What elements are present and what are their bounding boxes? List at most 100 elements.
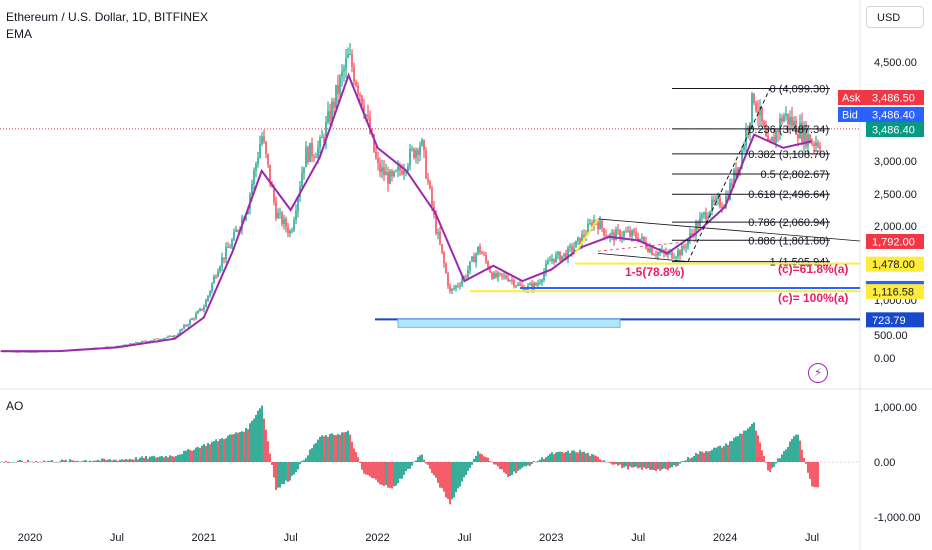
- ao-bar: [359, 462, 361, 464]
- ao-bar: [541, 457, 543, 462]
- ao-bar: [211, 441, 213, 462]
- price-tag-bg: [866, 312, 924, 328]
- candle-body: [157, 338, 159, 340]
- candle-body: [767, 135, 769, 141]
- ao-bar: [533, 460, 535, 462]
- candle-body: [391, 171, 393, 177]
- ao-bar: [595, 455, 597, 462]
- candle-body: [33, 351, 35, 353]
- candle-body: [465, 276, 467, 278]
- ao-bar: [79, 461, 81, 463]
- ao-bar: [711, 449, 713, 462]
- candle-body: [283, 218, 285, 225]
- ao-bar: [615, 462, 617, 465]
- candle-body: [221, 257, 223, 267]
- fib-level-label: 0.786 (2,060.94): [748, 217, 829, 229]
- ao-bar: [321, 435, 323, 462]
- ao-bar: [277, 462, 279, 488]
- fib-level-label: 1 (1,505.94): [770, 257, 829, 269]
- candle-body: [779, 118, 781, 133]
- candle-body: [697, 222, 699, 227]
- ao-bar: [155, 457, 157, 462]
- candle-body: [529, 283, 531, 286]
- ao-bar: [245, 427, 247, 462]
- candle-body: [519, 283, 521, 286]
- indicator-label-ema[interactable]: EMA: [6, 27, 33, 41]
- candle-body: [181, 328, 183, 331]
- candle-body: [319, 138, 321, 148]
- ao-bar: [609, 462, 611, 464]
- ao-bar: [413, 461, 415, 463]
- ao-bar: [165, 455, 167, 462]
- candle-body: [331, 101, 333, 122]
- ao-bar: [195, 447, 197, 462]
- ao-bar: [255, 414, 257, 462]
- currency-button[interactable]: USD: [866, 6, 924, 28]
- candle-body: [599, 220, 601, 230]
- ao-bar: [591, 454, 593, 462]
- candle-body: [135, 342, 137, 344]
- ao-bar: [115, 459, 117, 462]
- ao-bar: [621, 462, 623, 469]
- candle-body: [513, 280, 515, 287]
- candle-body: [807, 134, 809, 146]
- candle-body: [451, 288, 453, 291]
- candle-body: [427, 178, 429, 182]
- ao-bar: [181, 454, 183, 462]
- ao-bar: [605, 461, 607, 463]
- ao-bar: [459, 462, 461, 487]
- annotation-label: 1-5(78.8%): [625, 265, 684, 279]
- indicator-label-ao[interactable]: AO: [6, 399, 24, 413]
- candle-body: [487, 261, 489, 269]
- ao-bar: [715, 447, 717, 462]
- candle-body: [805, 125, 807, 146]
- candle-body: [647, 248, 649, 252]
- price-tag-bg: [866, 90, 924, 105]
- candle-body: [417, 149, 419, 155]
- ao-bar: [243, 431, 245, 462]
- ao-bar: [253, 418, 255, 462]
- candle-body: [231, 240, 233, 248]
- ao-bar: [801, 449, 803, 462]
- fib-level-label: 0 (4,099.30): [770, 83, 829, 95]
- candle-body: [381, 167, 383, 173]
- ao-bar: [815, 462, 817, 488]
- candle-body: [501, 273, 503, 276]
- ao-bar: [689, 458, 691, 462]
- ao-bar: [149, 456, 151, 462]
- ao-bar: [453, 462, 455, 498]
- ao-bar: [581, 452, 583, 462]
- flash-icon[interactable]: ⚡: [808, 363, 828, 383]
- ao-bar: [127, 459, 129, 462]
- ao-bar: [237, 432, 239, 462]
- price-tag-bg: [866, 233, 924, 249]
- ao-bar: [719, 445, 721, 462]
- ao-bar: [723, 445, 725, 462]
- candle-body: [267, 153, 269, 165]
- candle-body: [799, 122, 801, 139]
- ao-bar: [343, 432, 345, 462]
- ao-bar: [301, 460, 303, 462]
- candle-body: [329, 111, 331, 122]
- candle-body: [707, 216, 709, 220]
- ao-bar: [299, 462, 301, 465]
- ao-bar: [331, 433, 333, 462]
- candle-body: [577, 237, 579, 241]
- candle-body: [773, 137, 775, 143]
- ao-bar: [505, 462, 507, 474]
- ao-bar: [227, 435, 229, 462]
- time-axis-tick: 2021: [192, 532, 216, 544]
- candle-body: [17, 351, 19, 353]
- candle-body: [811, 143, 813, 145]
- ao-bar: [573, 450, 575, 462]
- ao-bar: [783, 451, 785, 462]
- ao-bar: [709, 451, 711, 462]
- candle-body: [207, 295, 209, 301]
- ao-bar: [487, 457, 489, 462]
- time-axis-tick: Jul: [805, 532, 819, 544]
- ao-bar: [113, 459, 115, 462]
- candle-body: [15, 351, 17, 353]
- candle-body: [387, 171, 389, 184]
- ao-bar: [525, 462, 527, 467]
